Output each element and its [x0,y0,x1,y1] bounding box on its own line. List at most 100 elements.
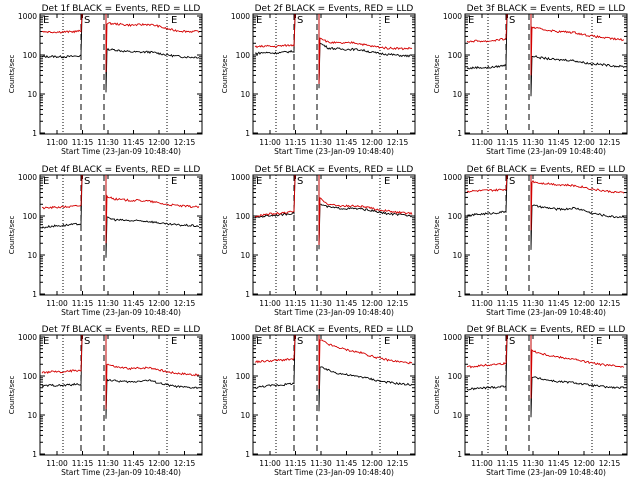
x-tick-label: 12:00 [573,459,595,468]
x-tick-label: 12:00 [361,299,383,308]
event-marker-label: E [256,176,262,187]
events-series-line [41,175,200,258]
y-axis-label: Counts/sec [221,216,229,255]
plot-frame [252,13,416,135]
y-tick-label: 1000 [18,333,37,342]
y-tick-label: 10 [452,251,462,260]
y-tick-label: 100 [448,212,463,221]
y-axis-label: Counts/sec [221,376,229,415]
x-tick-label: 11:15 [497,299,519,308]
x-tick-label: 11:30 [310,459,332,468]
x-tick-label: 11:00 [46,459,68,468]
x-axis-label: Start Time (23-Jan-09 10:48:40) [486,147,606,156]
x-axis-label: Start Time (23-Jan-09 10:48:40) [61,147,181,156]
y-tick-label: 100 [448,372,463,381]
y-tick-label: 100 [448,51,463,60]
x-tick-label: 11:45 [548,138,570,147]
y-axis-label: Counts/sec [221,55,229,94]
x-axis-label: Start Time (23-Jan-09 10:48:40) [274,468,394,477]
y-tick-label: 1 [457,450,462,459]
y-tick-label: 1 [32,290,37,299]
y-tick-label: 1000 [231,173,250,182]
y-tick-label: 1000 [443,173,462,182]
x-tick-label: 12:00 [361,138,383,147]
y-axis-label: Counts/sec [8,55,16,94]
event-marker-label: S [297,15,303,26]
x-tick-label: 11:00 [471,459,493,468]
plot-frame [39,334,203,456]
event-marker-label: S [297,336,303,347]
y-tick-label: 1 [245,290,250,299]
chart-panel: Det 4f BLACK = Events, RED = LLD 1 10 100 10… [8,165,203,317]
y-tick-label: 1000 [443,12,462,21]
y-tick-label: 1 [245,450,250,459]
lld-series-line [466,335,625,399]
chart-panel: Det 1f BLACK = Events, RED = LLD 1 10 100 10… [8,4,203,156]
y-tick-label: 1 [245,129,250,138]
plot-frame [464,13,628,135]
x-tick-label: 11:15 [285,459,307,468]
chart-title: Det 6f BLACK = Events, RED = LLD [467,165,626,175]
x-tick-label: 11:15 [72,459,94,468]
event-marker-label: S [84,176,90,187]
x-axis-label: Start Time (23-Jan-09 10:48:40) [61,468,181,477]
chart-panel: Det 3f BLACK = Events, RED = LLD 1 10 100 10… [433,4,628,156]
event-marker-label: E [43,15,49,26]
x-tick-label: 11:30 [522,459,544,468]
x-tick-label: 11:45 [548,459,570,468]
x-tick-label: 11:15 [285,138,307,147]
y-tick-label: 100 [236,212,251,221]
lld-series-line [254,14,413,85]
event-marker-label: S [297,176,303,187]
x-tick-label: 11:15 [72,299,94,308]
event-marker-label: S [509,336,515,347]
x-tick-label: 11:30 [310,138,332,147]
events-series-line [466,175,625,250]
y-tick-label: 1000 [18,12,37,21]
chart-title: Det 1f BLACK = Events, RED = LLD [42,4,201,14]
event-marker-label: E [596,336,602,347]
lld-series-line [41,335,200,410]
events-series-line [254,14,413,89]
event-marker-label: E [384,15,390,26]
y-tick-label: 10 [27,251,37,260]
events-series-line [466,335,625,418]
lld-series-line [41,14,200,73]
chart-title: Det 4f BLACK = Events, RED = LLD [42,165,201,175]
x-tick-label: 12:00 [148,299,170,308]
chart-title: Det 2f BLACK = Events, RED = LLD [255,4,414,14]
y-tick-label: 10 [240,411,250,420]
event-marker-label: E [256,15,262,26]
y-tick-label: 1 [32,129,37,138]
y-tick-label: 10 [452,90,462,99]
lld-series-line [41,175,200,244]
x-tick-label: 11:00 [471,138,493,147]
event-marker-label: E [171,336,177,347]
x-tick-label: 11:30 [310,299,332,308]
y-tick-label: 1 [457,129,462,138]
event-marker-label: E [171,15,177,26]
x-tick-label: 11:45 [336,299,358,308]
x-axis-label: Start Time (23-Jan-09 10:48:40) [274,308,394,317]
y-tick-label: 1000 [18,173,37,182]
y-axis-label: Counts/sec [433,216,441,255]
y-tick-label: 1000 [231,333,250,342]
y-tick-label: 1000 [231,12,250,21]
x-axis-label: Start Time (23-Jan-09 10:48:40) [61,308,181,317]
event-marker-label: S [509,15,515,26]
event-marker-label: E [256,336,262,347]
lld-series-line [254,335,413,390]
x-tick-label: 12:00 [573,138,595,147]
chart-panel: Det 9f BLACK = Events, RED = LLD 1 10 100 10… [433,325,628,477]
y-tick-label: 10 [27,90,37,99]
event-marker-label: E [171,176,177,187]
x-tick-label: 12:00 [361,459,383,468]
x-axis-label: Start Time (23-Jan-09 10:48:40) [274,147,394,156]
chart-title: Det 8f BLACK = Events, RED = LLD [255,325,414,335]
event-marker-label: E [468,176,474,187]
events-series-line [254,335,413,412]
x-tick-label: 11:15 [72,138,94,147]
x-tick-label: 12:15 [387,299,409,308]
event-marker-label: E [43,176,49,187]
